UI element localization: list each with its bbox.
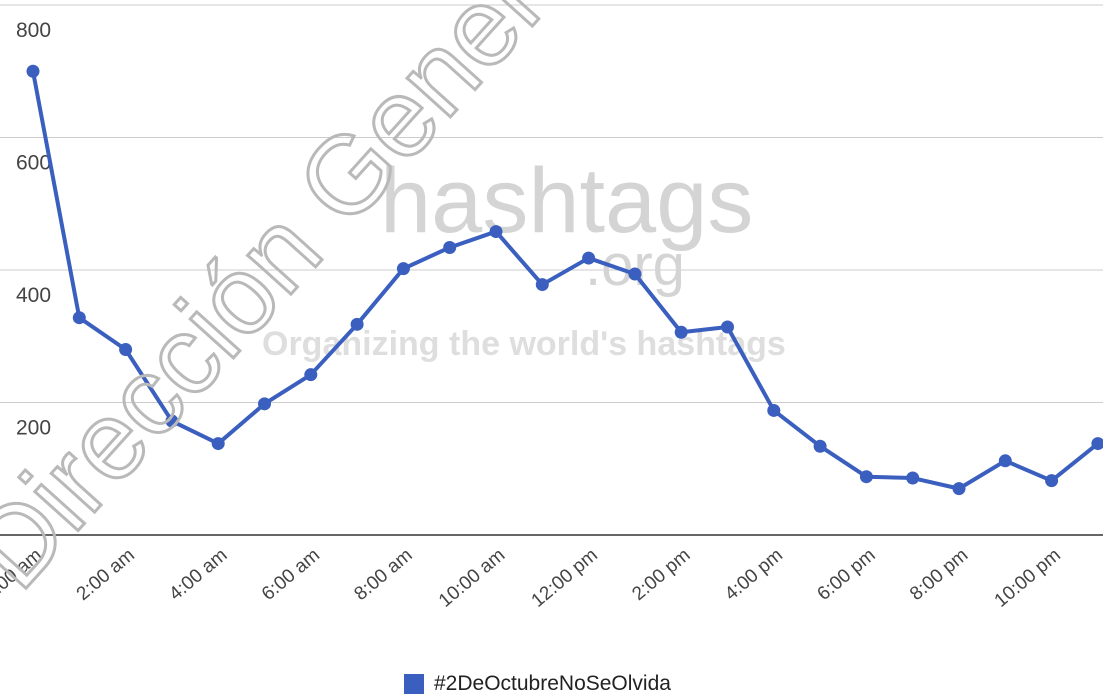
legend: #2DeOctubreNoSeOlvida [404,672,671,696]
y-tick-label-400: 400 [16,284,51,307]
data-point-6-00-am [304,368,317,381]
watermark-logo-suffix: .org [585,233,685,298]
data-point-6-00-pm [860,470,873,483]
hashtag-activity-chart: hashtags .org Organizing the world's has… [0,0,1103,640]
data-point-12-00-pm [582,252,595,265]
data-point-9-00-pm [999,454,1012,467]
x-tick-label-2-00-pm: 2:00 pm [628,545,694,605]
stamp-watermark: Dirección General de [0,0,729,611]
x-tick-label-4-00-pm: 4:00 pm [721,545,787,605]
y-tick-label-800: 800 [16,19,51,42]
x-tick-label-10-00-am: 10:00 am [435,545,509,612]
x-tick-label-6-00-am: 6:00 am [258,545,324,605]
data-point-2-00-pm [675,326,688,339]
x-tick-label-4-00-am: 4:00 am [165,545,231,605]
legend-swatch [404,674,424,694]
legend-label: #2DeOctubreNoSeOlvida [434,672,671,696]
x-tick-label-10-00-pm: 10:00 pm [991,545,1065,612]
y-tick-label-600: 600 [16,152,51,175]
x-tick-label-12-00-pm: 12:00 pm [528,545,602,612]
data-point-3-00-pm [721,320,734,333]
data-point-9-00-am [443,241,456,254]
data-point-5-00-am [258,397,271,410]
data-point-1-00-am [73,311,86,324]
data-point-5-00-pm [814,440,827,453]
data-point-10-00-pm [1045,474,1058,487]
x-tick-label-8-00-am: 8:00 am [351,545,417,605]
data-point-8-00-am [397,262,410,275]
data-point-4-00-pm [767,404,780,417]
x-tick-label-8-00-pm: 8:00 pm [906,545,972,605]
stamp-watermark-text: Dirección General de [0,0,729,611]
data-point-7-00-am [351,318,364,331]
data-point-7-00-pm [906,472,919,485]
x-tick-label-6-00-pm: 6:00 pm [814,545,880,605]
data-point-4-00-am [212,437,225,450]
data-point-11-00-am [536,278,549,291]
data-point-1-00-pm [628,267,641,280]
data-point-8-00-pm [953,482,966,495]
data-point-10-00-am [490,225,503,238]
data-point-12-00-am [27,65,40,78]
